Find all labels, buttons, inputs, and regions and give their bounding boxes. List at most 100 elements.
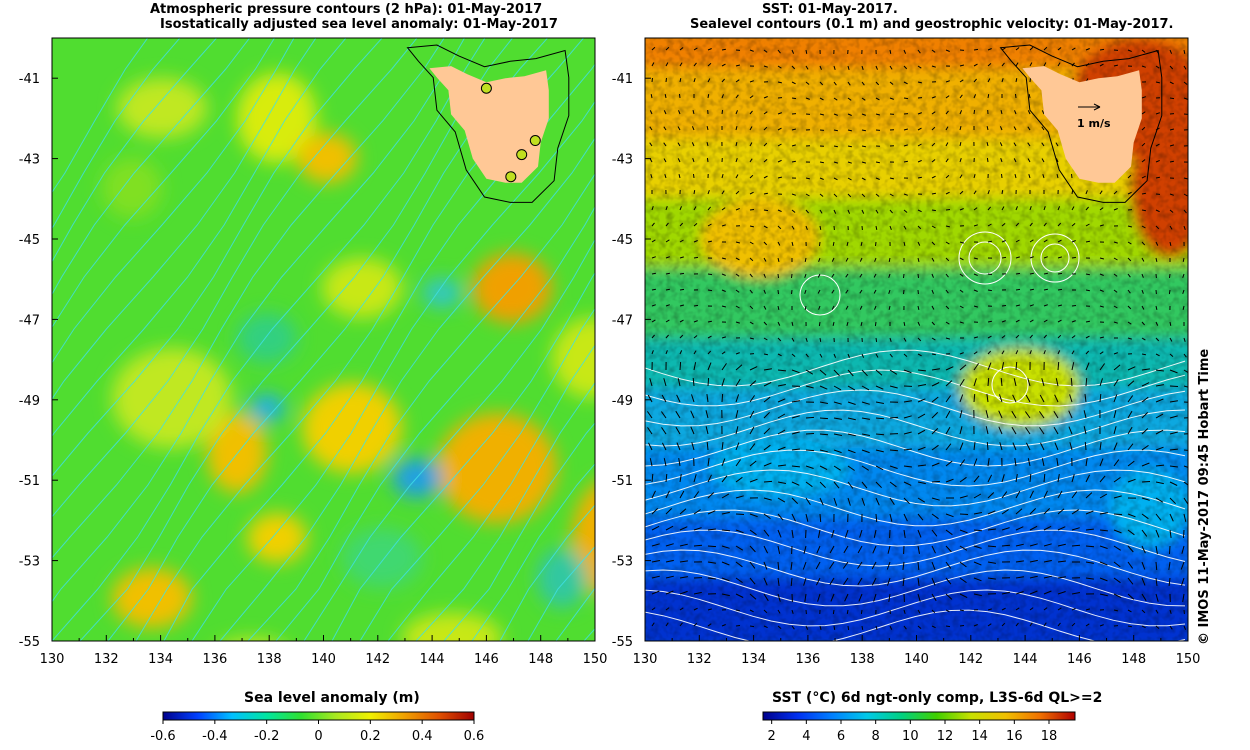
velocity-arrow: [888, 273, 891, 278]
velocity-arrow: [903, 49, 907, 54]
lon-tick-label: 132: [94, 652, 119, 667]
velocity-arrow: [973, 257, 979, 260]
velocity-arrow: [917, 464, 926, 467]
pressure-contour-line: [247, 173, 595, 641]
velocity-arrow: [917, 241, 921, 246]
velocity-arrow: [945, 577, 952, 585]
eddy-contour: [991, 366, 1029, 404]
velocity-arrow: [1000, 377, 1003, 387]
velocity-arrow: [973, 109, 976, 115]
velocity-arrow: [833, 449, 842, 454]
velocity-arrow: [959, 495, 968, 499]
velocity-arrow: [887, 577, 891, 586]
velocity-arrow: [857, 577, 863, 586]
velocity-arrow: [833, 209, 837, 214]
velocity-arrow: [651, 525, 660, 531]
sea-level-contour-line: [645, 609, 1186, 641]
velocity-arrow: [889, 65, 893, 70]
velocity-arrow: [1057, 576, 1066, 579]
velocity-arrow: [903, 160, 908, 163]
velocity-arrow: [945, 337, 951, 340]
velocity-arrow: [1169, 448, 1178, 451]
lat-tick-label: -53: [19, 555, 40, 570]
velocity-arrow: [1041, 458, 1045, 467]
sea-level-contour-line: [645, 489, 1186, 527]
velocity-arrow: [1099, 363, 1106, 371]
velocity-arrow: [663, 458, 667, 467]
velocity-arrow: [804, 289, 807, 294]
velocity-arrow: [679, 93, 681, 99]
velocity-arrow: [903, 128, 909, 131]
velocity-arrow: [1057, 272, 1063, 275]
velocity-arrow: [973, 577, 982, 582]
velocity-arrow: [805, 337, 808, 342]
velocity-arrow: [1155, 369, 1164, 372]
velocity-arrow: [1027, 126, 1031, 131]
velocity-arrow: [735, 273, 740, 277]
velocity-arrow: [675, 426, 681, 435]
velocity-arrow: [831, 529, 835, 538]
velocity-arrow: [679, 508, 687, 515]
velocity-arrow: [1038, 411, 1045, 419]
velocity-arrow: [1182, 289, 1185, 294]
velocity-arrow: [1169, 65, 1174, 70]
velocity-arrow: [677, 142, 681, 147]
velocity-arrow: [791, 225, 795, 230]
velocity-arrow: [749, 380, 757, 387]
velocity-arrow: [833, 113, 838, 116]
velocity-arrow: [1069, 442, 1073, 451]
velocity-arrow: [1141, 192, 1146, 195]
velocity-arrow: [987, 289, 992, 292]
velocity-arrow: [917, 176, 923, 179]
velocity-arrow: [959, 410, 963, 419]
tide-gauge-marker: [480, 82, 492, 94]
sla-patch: [537, 548, 587, 608]
velocity-arrow: [1141, 462, 1150, 467]
tide-gauge-markers: [480, 82, 541, 183]
velocity-arrow: [986, 141, 989, 147]
velocity-arrow: [903, 289, 905, 295]
velocity-arrow: [803, 545, 807, 554]
velocity-arrow: [1000, 109, 1003, 115]
velocity-arrow: [875, 481, 882, 489]
velocity-arrow: [833, 401, 842, 405]
velocity-arrow: [1127, 337, 1132, 340]
velocity-arrow: [805, 481, 813, 488]
velocity-arrow: [1029, 319, 1034, 323]
velocity-arrow: [805, 385, 814, 389]
velocity-arrow: [931, 142, 936, 147]
lat-tick-label: -43: [19, 153, 40, 168]
velocity-arrow: [749, 305, 754, 310]
velocity-arrow: [917, 209, 922, 213]
velocity-arrow: [1169, 545, 1171, 555]
velocity-arrow: [819, 449, 828, 453]
colorbar-tick-label: 12: [937, 729, 954, 744]
velocity-arrow: [749, 366, 758, 371]
sea-level-contour-line: [645, 429, 1186, 467]
velocity-arrow: [861, 401, 870, 405]
velocity-arrow: [1001, 206, 1005, 211]
colorbar-tick-label: 0.4: [412, 729, 433, 744]
velocity-arrow: [1113, 426, 1117, 435]
velocity-arrow: [847, 417, 856, 421]
sea-level-contour-line: [645, 389, 1186, 427]
velocity-arrow: [721, 48, 726, 51]
velocity-arrow: [875, 177, 880, 180]
velocity-arrow: [1127, 191, 1132, 195]
velocity-arrow: [831, 289, 835, 294]
velocity-arrow: [805, 65, 809, 70]
velocity-arrow: [832, 241, 835, 247]
velocity-arrow: [917, 273, 919, 279]
velocity-arrow: [859, 273, 863, 278]
velocity-arrow: [1015, 222, 1020, 227]
velocity-arrow: [735, 577, 743, 584]
velocity-arrow: [1127, 366, 1136, 371]
velocity-arrow: [1013, 126, 1017, 131]
velocity-arrow: [903, 625, 907, 630]
velocity-arrow: [1183, 337, 1186, 342]
lon-tick-label: 134: [148, 652, 173, 667]
velocity-arrow: [1015, 560, 1024, 563]
velocity-arrow: [945, 410, 951, 419]
velocity-arrow: [1183, 513, 1187, 522]
colorbar-tick-label: 0.2: [360, 729, 381, 744]
